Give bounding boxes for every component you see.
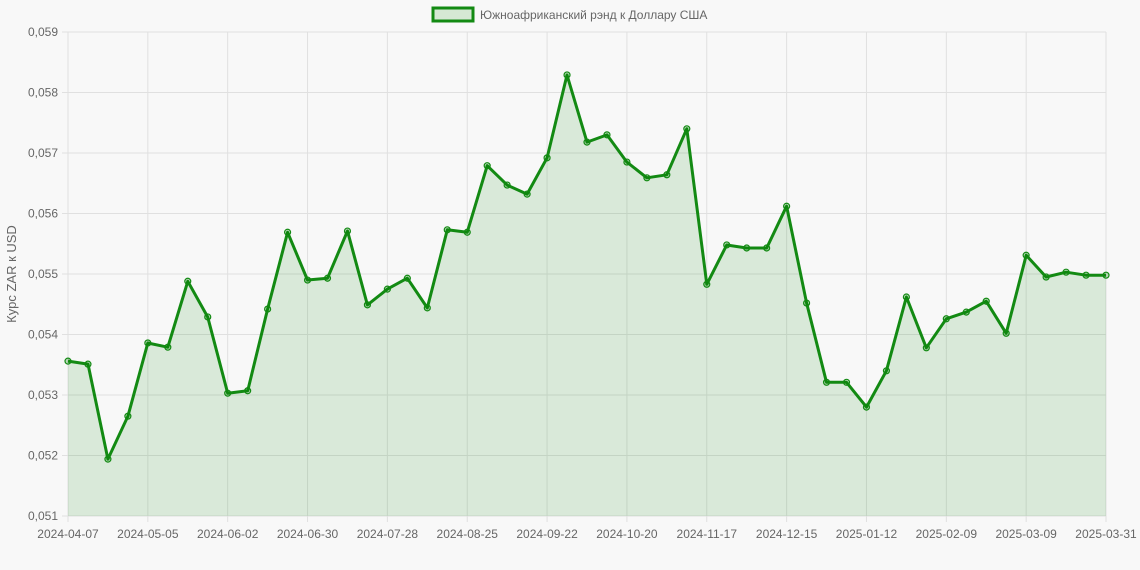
x-tick-label: 2025-01-12 xyxy=(836,527,898,541)
data-point[interactable] xyxy=(224,389,232,397)
x-tick-label: 2024-06-02 xyxy=(197,527,259,541)
x-tick-label: 2024-08-25 xyxy=(437,527,499,541)
data-point[interactable] xyxy=(343,227,352,235)
x-tick-label: 2025-03-31 xyxy=(1075,527,1137,541)
data-point[interactable] xyxy=(184,277,192,285)
x-tick-label: 2024-11-17 xyxy=(677,527,738,541)
x-tick-label: 2024-06-30 xyxy=(277,527,339,541)
data-point[interactable] xyxy=(543,154,551,162)
y-axis-title: Курс ZAR к USD xyxy=(4,225,19,323)
data-point[interactable] xyxy=(244,387,252,395)
x-tick-label: 2025-02-09 xyxy=(916,527,978,541)
x-tick-label: 2024-09-22 xyxy=(516,527,578,541)
x-tick-label: 2024-10-20 xyxy=(596,527,658,541)
data-point[interactable] xyxy=(104,455,112,463)
data-point[interactable] xyxy=(283,228,292,236)
data-point[interactable] xyxy=(443,226,451,234)
data-point[interactable] xyxy=(563,71,571,79)
x-tick-label: 2024-05-05 xyxy=(117,527,179,541)
data-point[interactable] xyxy=(423,304,431,312)
series-line xyxy=(67,73,1106,461)
data-point[interactable] xyxy=(743,244,751,252)
data-point[interactable] xyxy=(144,339,152,347)
data-point[interactable] xyxy=(982,297,990,305)
data-point[interactable] xyxy=(64,357,72,365)
x-tick-label: 2024-07-28 xyxy=(357,527,419,541)
series-area-fill xyxy=(68,75,1106,516)
data-point[interactable] xyxy=(862,403,871,411)
data-point[interactable] xyxy=(1062,268,1070,276)
data-point[interactable] xyxy=(902,293,910,301)
data-point[interactable] xyxy=(84,360,92,368)
y-tick-label: 0,054 xyxy=(28,328,58,342)
x-axis-ticks: 2024-04-07 2024-05-05 2024-06-02 2024-06-30… xyxy=(37,527,1137,541)
legend[interactable]: Южноафриканский рэнд к Доллару США xyxy=(431,6,707,23)
data-point[interactable] xyxy=(822,378,831,386)
data-point[interactable] xyxy=(264,305,272,313)
data-point[interactable] xyxy=(703,280,711,288)
legend-label: Южноафриканский рэнд к Доллару США xyxy=(480,8,707,22)
y-axis-ticks: 0,059 0,058 0,057 0,056 0,055 0,054 0,053 0,052… xyxy=(28,25,58,523)
y-tick-label: 0,056 xyxy=(28,207,58,221)
data-point[interactable] xyxy=(483,162,491,170)
data-point[interactable] xyxy=(623,158,631,166)
data-point[interactable] xyxy=(164,343,172,351)
data-point[interactable] xyxy=(463,228,471,236)
y-tick-label: 0,055 xyxy=(28,267,58,281)
data-point[interactable] xyxy=(643,174,651,182)
data-point[interactable] xyxy=(583,138,591,146)
data-point[interactable] xyxy=(204,313,212,321)
data-point[interactable] xyxy=(323,274,332,282)
data-point[interactable] xyxy=(124,412,132,420)
y-tick-label: 0,057 xyxy=(28,146,58,160)
data-point[interactable] xyxy=(763,244,771,252)
x-tick-label: 2025-03-09 xyxy=(995,527,1057,541)
data-point[interactable] xyxy=(403,274,411,282)
data-point[interactable] xyxy=(363,301,372,309)
data-point[interactable] xyxy=(383,285,391,293)
data-point[interactable] xyxy=(962,308,970,316)
y-tick-label: 0,053 xyxy=(28,388,58,402)
y-tick-label: 0,059 xyxy=(28,25,58,39)
data-point[interactable] xyxy=(802,299,811,307)
data-point[interactable] xyxy=(683,125,691,133)
data-point[interactable] xyxy=(723,241,731,249)
data-point[interactable] xyxy=(1042,273,1050,281)
data-point[interactable] xyxy=(303,276,312,284)
data-point[interactable] xyxy=(783,202,791,210)
data-point[interactable] xyxy=(1102,271,1110,279)
data-point[interactable] xyxy=(1002,329,1010,337)
x-tick-label: 2024-12-15 xyxy=(756,527,818,541)
data-point[interactable] xyxy=(523,190,531,198)
data-point[interactable] xyxy=(882,367,891,375)
data-point[interactable] xyxy=(663,171,671,179)
legend-swatch xyxy=(431,6,475,23)
data-point[interactable] xyxy=(1022,251,1030,259)
data-point[interactable] xyxy=(603,131,611,139)
data-point[interactable] xyxy=(942,315,950,323)
y-tick-label: 0,051 xyxy=(28,509,58,523)
data-point[interactable] xyxy=(503,181,511,189)
y-tick-label: 0,052 xyxy=(28,449,58,463)
data-point[interactable] xyxy=(1082,271,1090,279)
data-point[interactable] xyxy=(842,378,851,386)
data-points[interactable] xyxy=(64,71,1110,463)
x-tick-label: 2024-04-07 xyxy=(37,527,99,541)
y-tick-label: 0,058 xyxy=(28,86,58,100)
data-point[interactable] xyxy=(922,344,930,352)
